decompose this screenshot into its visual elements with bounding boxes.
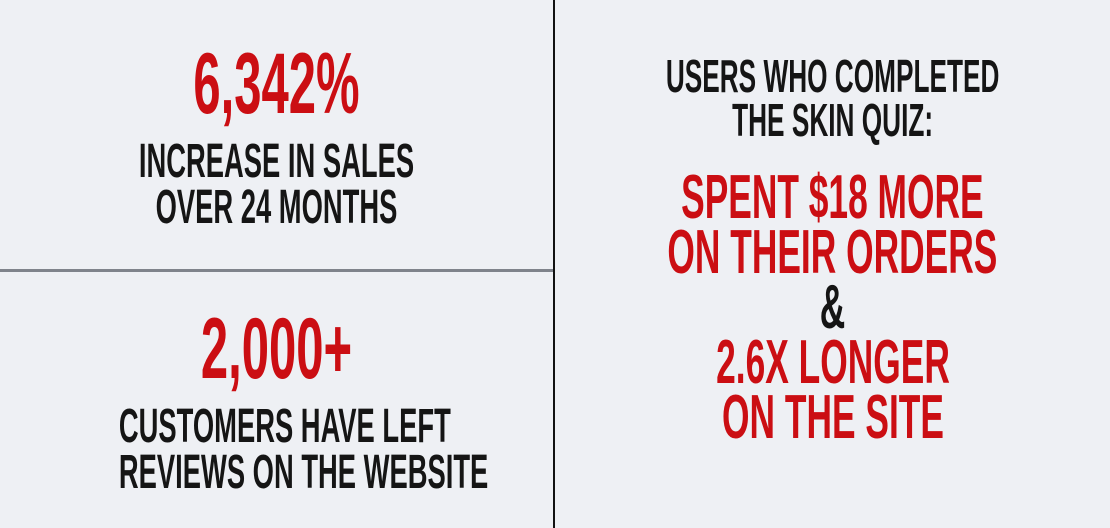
time-on-site-stat: 2.6X LONGER ON THE SITE (628, 328, 1038, 452)
horizontal-divider (0, 269, 553, 272)
spend-more-stat: SPENT $18 MORE ON THEIR ORDERS (543, 163, 1110, 287)
sales-increase-label-line1: INCREASE IN SALES (138, 134, 415, 188)
spend-more-stat-line2: ON THEIR ORDERS (667, 218, 998, 287)
quiz-users-heading: USERS WHO COMPLETED THE SKIN QUIZ: (540, 50, 1110, 146)
ampersand-conjunction: & (819, 273, 846, 342)
quiz-users-heading-line2: THE SKIN QUIZ: (731, 94, 934, 146)
customer-reviews-label-line1: CUSTOMERS HAVE LEFT (118, 400, 451, 453)
customer-reviews-value: 2,000+ (200, 301, 353, 397)
customer-reviews-label-line2: REVIEWS ON THE WEBSITE (118, 446, 489, 499)
left-column: 6,342% INCREASE IN SALES OVER 24 MONTHS … (0, 0, 553, 528)
sales-increase-stat: 6,342% INCREASE IN SALES OVER 24 MONTHS (0, 0, 553, 269)
right-column: USERS WHO COMPLETED THE SKIN QUIZ: SPENT… (555, 0, 1110, 528)
time-on-site-stat-line2: ON THE SITE (721, 383, 944, 452)
sales-increase-label-line2: OVER 24 MONTHS (155, 180, 398, 234)
time-on-site-stat-line1: 2.6X LONGER (715, 328, 950, 397)
spend-more-stat-line1: SPENT $18 MORE (681, 163, 984, 232)
vertical-divider (553, 0, 555, 528)
customer-reviews-stat: 2,000+ CUSTOMERS HAVE LEFT REVIEWS ON TH… (0, 272, 553, 528)
quiz-users-heading-line1: USERS WHO COMPLETED (665, 50, 1000, 102)
sales-increase-value: 6,342% (193, 35, 360, 132)
